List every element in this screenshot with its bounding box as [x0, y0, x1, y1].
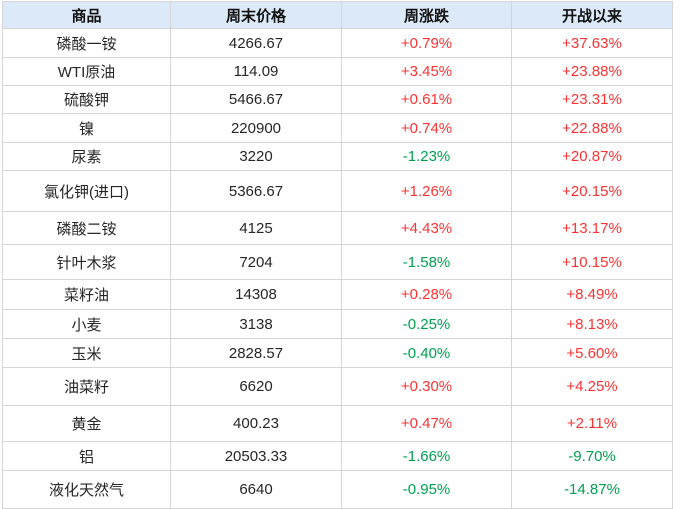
commodity-cell: 针叶木浆	[2, 244, 171, 280]
weekly-change-cell: +0.79%	[341, 28, 512, 58]
header-since-war: 开战以来	[511, 1, 673, 29]
table-row: 菜籽油 14308 +0.28% +8.49%	[2, 279, 673, 310]
weekly-change-cell: +0.74%	[341, 113, 512, 143]
commodity-cell: 氯化钾(进口)	[2, 170, 171, 212]
since-war-cell: +8.49%	[511, 279, 673, 310]
header-weekly-change: 周涨跌	[341, 1, 512, 29]
price-cell: 7204	[170, 244, 342, 280]
price-cell: 2828.57	[170, 338, 342, 368]
commodity-cell: 尿素	[2, 142, 171, 171]
since-war-cell: +10.15%	[511, 244, 673, 280]
since-war-cell: +23.88%	[511, 57, 673, 86]
table-row: 铝 20503.33 -1.66% -9.70%	[2, 441, 673, 471]
price-cell: 4125	[170, 211, 342, 245]
since-war-cell: +37.63%	[511, 28, 673, 58]
weekly-change-cell: -1.58%	[341, 244, 512, 280]
commodity-cell: 液化天然气	[2, 470, 171, 509]
weekly-change-cell: -1.66%	[341, 441, 512, 471]
weekly-change-cell: +4.43%	[341, 211, 512, 245]
price-cell: 4266.67	[170, 28, 342, 58]
weekly-change-cell: +3.45%	[341, 57, 512, 86]
commodity-cell: WTI原油	[2, 57, 171, 86]
price-cell: 3220	[170, 142, 342, 171]
table-row: 尿素 3220 -1.23% +20.87%	[2, 142, 673, 171]
price-cell: 20503.33	[170, 441, 342, 471]
price-cell: 3138	[170, 309, 342, 339]
price-cell: 5466.67	[170, 85, 342, 114]
price-cell: 400.23	[170, 405, 342, 442]
weekly-change-cell: -0.95%	[341, 470, 512, 509]
weekly-change-cell: -0.25%	[341, 309, 512, 339]
commodity-cell: 菜籽油	[2, 279, 171, 310]
table-row: 针叶木浆 7204 -1.58% +10.15%	[2, 244, 673, 280]
since-war-cell: +23.31%	[511, 85, 673, 114]
table-row: 镍 220900 +0.74% +22.88%	[2, 113, 673, 143]
table-row: 玉米 2828.57 -0.40% +5.60%	[2, 338, 673, 368]
since-war-cell: +5.60%	[511, 338, 673, 368]
table-row: 氯化钾(进口) 5366.67 +1.26% +20.15%	[2, 170, 673, 212]
table-row: 油菜籽 6620 +0.30% +4.25%	[2, 367, 673, 406]
commodity-cell: 玉米	[2, 338, 171, 368]
commodity-cell: 铝	[2, 441, 171, 471]
table-row: 磷酸二铵 4125 +4.43% +13.17%	[2, 211, 673, 245]
commodity-cell: 镍	[2, 113, 171, 143]
header-row: 商品 周末价格 周涨跌 开战以来	[2, 1, 673, 29]
commodity-cell: 磷酸二铵	[2, 211, 171, 245]
price-cell: 6620	[170, 367, 342, 406]
table-body: 磷酸一铵 4266.67 +0.79% +37.63% WTI原油 114.09 +3.45…	[2, 28, 673, 509]
table-row: 磷酸一铵 4266.67 +0.79% +37.63%	[2, 28, 673, 58]
commodity-cell: 小麦	[2, 309, 171, 339]
since-war-cell: +20.87%	[511, 142, 673, 171]
weekly-change-cell: +0.30%	[341, 367, 512, 406]
since-war-cell: +4.25%	[511, 367, 673, 406]
price-cell: 220900	[170, 113, 342, 143]
table-row: 硫酸钾 5466.67 +0.61% +23.31%	[2, 85, 673, 114]
since-war-cell: +20.15%	[511, 170, 673, 212]
table-header: 商品 周末价格 周涨跌 开战以来	[2, 1, 673, 29]
commodity-cell: 油菜籽	[2, 367, 171, 406]
weekly-change-cell: +0.47%	[341, 405, 512, 442]
since-war-cell: +22.88%	[511, 113, 673, 143]
since-war-cell: +8.13%	[511, 309, 673, 339]
price-cell: 6640	[170, 470, 342, 509]
table-row: 液化天然气 6640 -0.95% -14.87%	[2, 470, 673, 509]
weekly-change-cell: -1.23%	[341, 142, 512, 171]
header-weekend-price: 周末价格	[170, 1, 342, 29]
since-war-cell: +2.11%	[511, 405, 673, 442]
price-cell: 14308	[170, 279, 342, 310]
commodity-cell: 磷酸一铵	[2, 28, 171, 58]
price-cell: 5366.67	[170, 170, 342, 212]
weekly-change-cell: +0.28%	[341, 279, 512, 310]
weekly-change-cell: -0.40%	[341, 338, 512, 368]
commodity-cell: 黄金	[2, 405, 171, 442]
since-war-cell: -14.87%	[511, 470, 673, 509]
table-row: 小麦 3138 -0.25% +8.13%	[2, 309, 673, 339]
since-war-cell: -9.70%	[511, 441, 673, 471]
table-row: WTI原油 114.09 +3.45% +23.88%	[2, 57, 673, 86]
weekly-change-cell: +0.61%	[341, 85, 512, 114]
table-row: 黄金 400.23 +0.47% +2.11%	[2, 405, 673, 442]
price-cell: 114.09	[170, 57, 342, 86]
since-war-cell: +13.17%	[511, 211, 673, 245]
weekly-change-cell: +1.26%	[341, 170, 512, 212]
header-commodity: 商品	[2, 1, 171, 29]
commodity-cell: 硫酸钾	[2, 85, 171, 114]
